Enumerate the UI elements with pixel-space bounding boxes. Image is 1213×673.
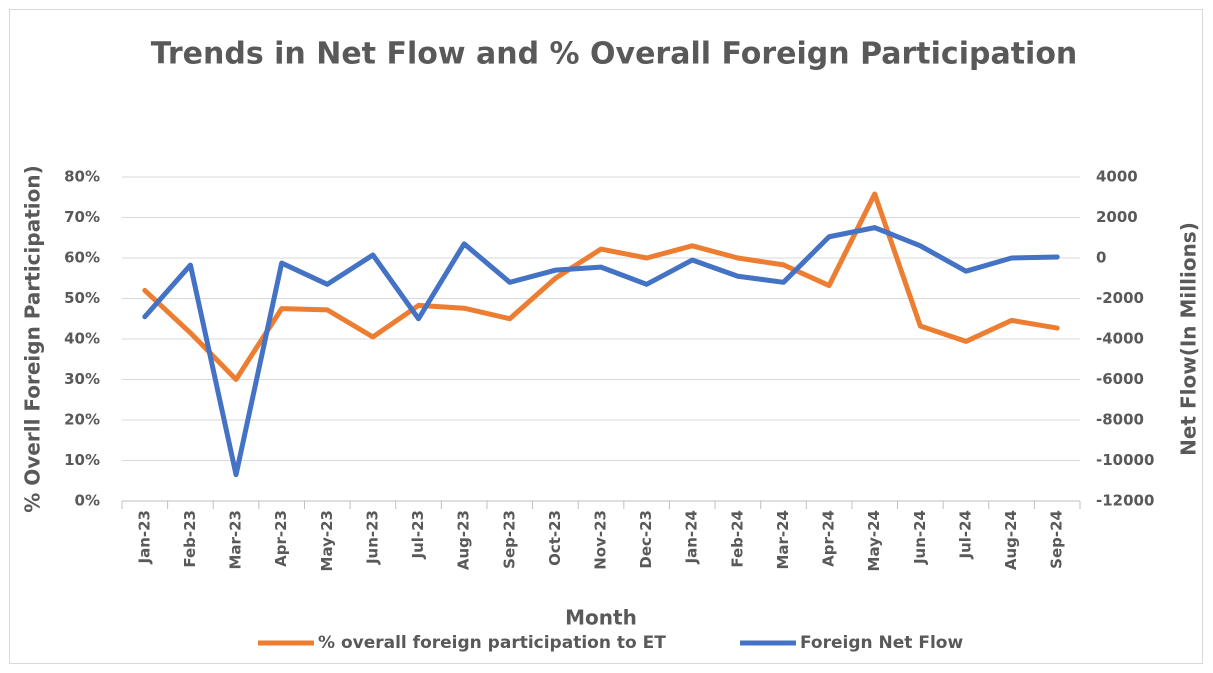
x-tick-label: May-23 <box>318 510 336 571</box>
y2-axis-label: Net Flow(In Millions) <box>1177 222 1201 456</box>
line-series <box>142 225 1060 478</box>
x-tick-label: Jun-24 <box>911 510 929 565</box>
chart-title: Trends in Net Flow and % Overall Foreign… <box>151 37 1078 72</box>
x-tick-label: Mar-24 <box>774 510 792 570</box>
x-tick-label: Apr-24 <box>820 510 838 567</box>
y2-tick-label: -4000 <box>1096 330 1144 348</box>
x-tick-label: Aug-24 <box>1002 510 1020 570</box>
y2-tick-label: 2000 <box>1096 208 1138 226</box>
line-series <box>142 191 1060 382</box>
x-tick-label: Nov-23 <box>592 510 610 570</box>
y-tick-label: 80% <box>64 168 100 186</box>
y-tick-label: 0% <box>75 492 100 510</box>
y2-tick-label: 4000 <box>1096 168 1138 186</box>
y2-tick-label: -8000 <box>1096 411 1144 429</box>
x-tick-label: Feb-24 <box>728 510 746 568</box>
x-tick-label: Sep-24 <box>1048 510 1066 569</box>
x-tick-label: Jan-23 <box>135 510 153 564</box>
y-tick-label: 60% <box>64 249 100 267</box>
x-tick-label: Apr-23 <box>272 510 290 567</box>
x-axis-label: Month <box>565 606 637 630</box>
x-tick-label: Feb-23 <box>181 510 199 568</box>
x-tick-label: Sep-23 <box>500 510 518 569</box>
x-tick-label: Oct-23 <box>546 510 564 566</box>
x-tick-label: Jul-24 <box>956 510 974 560</box>
y-tick-label: 20% <box>64 411 100 429</box>
x-tick-label: Jan-24 <box>683 510 701 564</box>
x-tick-label: May-24 <box>865 510 883 571</box>
y-tick-label: 50% <box>64 289 100 307</box>
y-tick-label: 40% <box>64 330 100 348</box>
y2-tick-label: -10000 <box>1096 451 1154 469</box>
y-tick-label: 10% <box>64 451 100 469</box>
y-tick-label: 70% <box>64 208 100 226</box>
legend-label: % overall foreign participation to ET <box>318 633 666 653</box>
y-tick-label: 30% <box>64 370 100 388</box>
y2-tick-label: -12000 <box>1096 492 1154 510</box>
x-tick-label: Aug-23 <box>455 510 473 570</box>
legend-label: Foreign Net Flow <box>800 633 963 653</box>
y2-tick-label: -2000 <box>1096 289 1144 307</box>
y-axis-label: % Overll Foreign Participation) <box>21 165 45 513</box>
y2-tick-label: 0 <box>1096 249 1106 267</box>
x-tick-label: Jul-23 <box>409 510 427 560</box>
x-tick-label: Jun-23 <box>363 510 381 565</box>
y2-tick-label: -6000 <box>1096 370 1144 388</box>
x-tick-label: Mar-23 <box>227 510 245 570</box>
x-tick-label: Dec-23 <box>637 510 655 569</box>
